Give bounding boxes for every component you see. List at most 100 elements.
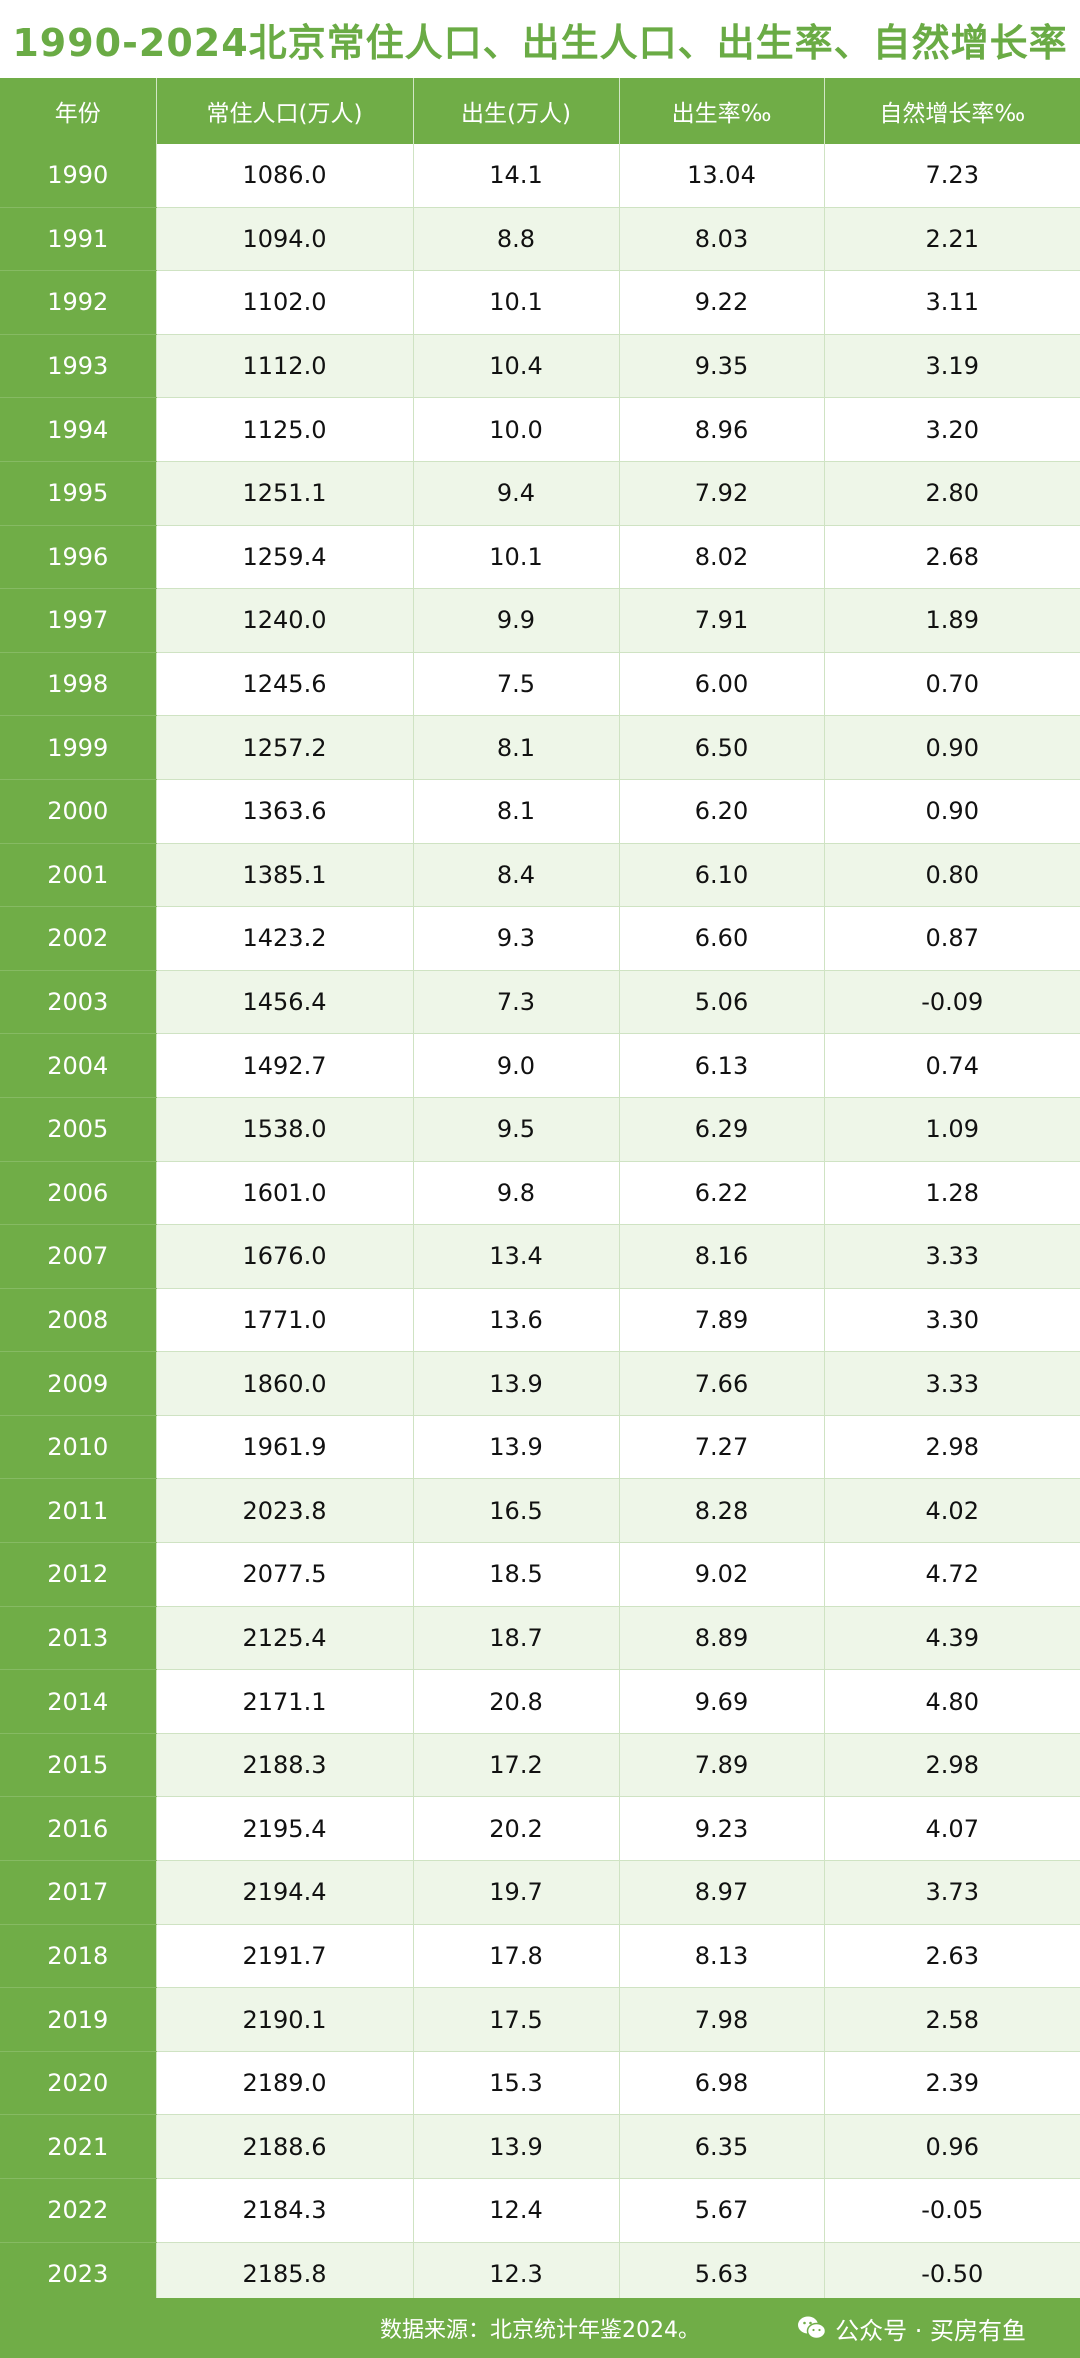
- cell-natural-growth-rate: -0.50: [824, 2242, 1080, 2307]
- cell-natural-growth-rate: 0.90: [824, 715, 1080, 780]
- cell-population: 2184.3: [156, 2178, 414, 2243]
- cell-population: 2188.6: [156, 2114, 414, 2179]
- cell-natural-growth-rate: 2.68: [824, 525, 1080, 590]
- cell-year: 2010: [0, 1415, 157, 1480]
- cell-birth-rate: 5.67: [619, 2178, 825, 2243]
- cell-year: 2001: [0, 843, 157, 908]
- cell-population: 1125.0: [156, 397, 414, 462]
- cell-natural-growth-rate: 3.33: [824, 1224, 1080, 1289]
- cell-birth-rate: 9.22: [619, 270, 825, 335]
- cell-natural-growth-rate: 2.58: [824, 1987, 1080, 2052]
- table-row: 2004 1492.7 9.0 6.13 0.74: [0, 1033, 1080, 1098]
- cell-population: 2171.1: [156, 1669, 414, 1734]
- cell-population: 1245.6: [156, 652, 414, 717]
- cell-natural-growth-rate: 2.98: [824, 1733, 1080, 1798]
- table-row: 2022 2184.3 12.4 5.67 -0.05: [0, 2178, 1080, 2243]
- cell-natural-growth-rate: -0.09: [824, 970, 1080, 1035]
- cell-birth-rate: 8.97: [619, 1860, 825, 1925]
- cell-population: 1112.0: [156, 334, 414, 399]
- table-row: 2003 1456.4 7.3 5.06 -0.09: [0, 970, 1080, 1035]
- cell-births: 18.7: [413, 1606, 620, 1671]
- cell-year: 2000: [0, 779, 157, 844]
- cell-birth-rate: 7.89: [619, 1288, 825, 1353]
- table-row: 2006 1601.0 9.8 6.22 1.28: [0, 1161, 1080, 1226]
- cell-birth-rate: 8.28: [619, 1478, 825, 1544]
- cell-birth-rate: 6.98: [619, 2051, 825, 2116]
- cell-year: 1996: [0, 525, 157, 590]
- table-row: 2020 2189.0 15.3 6.98 2.39: [0, 2051, 1080, 2116]
- cell-birth-rate: 7.27: [619, 1415, 825, 1480]
- cell-births: 7.5: [413, 652, 620, 717]
- cell-natural-growth-rate: 0.96: [824, 2114, 1080, 2179]
- cell-births: 12.4: [413, 2178, 620, 2243]
- cell-births: 17.5: [413, 1987, 620, 2052]
- cell-year: 2021: [0, 2114, 157, 2179]
- cell-year: 1995: [0, 461, 157, 526]
- cell-births: 13.9: [413, 1415, 620, 1480]
- cell-birth-rate: 8.96: [619, 397, 825, 462]
- table-row: 1993 1112.0 10.4 9.35 3.19: [0, 334, 1080, 399]
- cell-birth-rate: 9.02: [619, 1542, 825, 1607]
- cell-natural-growth-rate: 0.70: [824, 652, 1080, 717]
- cell-natural-growth-rate: 7.23: [824, 144, 1080, 208]
- cell-population: 2023.8: [156, 1478, 414, 1544]
- cell-births: 10.1: [413, 525, 620, 590]
- cell-year: 2009: [0, 1351, 157, 1416]
- cell-population: 2191.7: [156, 1924, 414, 1989]
- cell-natural-growth-rate: 0.74: [824, 1033, 1080, 1098]
- cell-year: 2006: [0, 1161, 157, 1226]
- cell-natural-growth-rate: 4.39: [824, 1606, 1080, 1671]
- cell-natural-growth-rate: 3.19: [824, 334, 1080, 399]
- cell-natural-growth-rate: 4.80: [824, 1669, 1080, 1734]
- cell-birth-rate: 6.22: [619, 1161, 825, 1226]
- table-row: 2008 1771.0 13.6 7.89 3.30: [0, 1288, 1080, 1353]
- cell-population: 2195.4: [156, 1796, 414, 1862]
- table-row: 2013 2125.4 18.7 8.89 4.39: [0, 1606, 1080, 1671]
- cell-births: 10.0: [413, 397, 620, 462]
- cell-year: 2002: [0, 906, 157, 971]
- cell-population: 2194.4: [156, 1860, 414, 1925]
- cell-population: 2077.5: [156, 1542, 414, 1607]
- table-row: 2016 2195.4 20.2 9.23 4.07: [0, 1796, 1080, 1862]
- cell-population: 1102.0: [156, 270, 414, 335]
- cell-birth-rate: 7.91: [619, 588, 825, 653]
- cell-births: 18.5: [413, 1542, 620, 1607]
- cell-year: 1992: [0, 270, 157, 335]
- cell-natural-growth-rate: 4.02: [824, 1478, 1080, 1544]
- data-source-note: 数据来源：北京统计年鉴2024。: [380, 2318, 700, 2343]
- cell-birth-rate: 8.03: [619, 207, 825, 272]
- cell-natural-growth-rate: 4.07: [824, 1796, 1080, 1862]
- cell-births: 9.9: [413, 588, 620, 653]
- cell-birth-rate: 5.06: [619, 970, 825, 1035]
- col-header-birth-rate: 出生率‰: [619, 78, 825, 144]
- watermark: 公众号 · 买房有鱼: [797, 2298, 1026, 2358]
- cell-births: 15.3: [413, 2051, 620, 2116]
- table-row: 1992 1102.0 10.1 9.22 3.11: [0, 270, 1080, 335]
- table-row: 2001 1385.1 8.4 6.10 0.80: [0, 843, 1080, 908]
- col-header-births: 出生(万人): [413, 78, 620, 144]
- cell-births: 20.8: [413, 1669, 620, 1734]
- cell-births: 8.1: [413, 779, 620, 844]
- cell-birth-rate: 5.63: [619, 2242, 825, 2307]
- page-title: 1990-2024北京常住人口、出生人口、出生率、自然增长率: [0, 0, 1080, 78]
- table-row: 2014 2171.1 20.8 9.69 4.80: [0, 1669, 1080, 1734]
- cell-population: 1423.2: [156, 906, 414, 971]
- cell-population: 1086.0: [156, 144, 414, 208]
- cell-population: 2189.0: [156, 2051, 414, 2116]
- table-body: 1990 1086.0 14.1 13.04 7.23 1991 1094.0 8.8 8.03…: [0, 144, 1080, 2358]
- cell-birth-rate: 6.50: [619, 715, 825, 780]
- cell-births: 13.6: [413, 1288, 620, 1353]
- table-row: 1990 1086.0 14.1 13.04 7.23: [0, 144, 1080, 208]
- cell-population: 1257.2: [156, 715, 414, 780]
- cell-birth-rate: 6.60: [619, 906, 825, 971]
- cell-natural-growth-rate: 0.87: [824, 906, 1080, 971]
- wechat-icon: [798, 2316, 827, 2340]
- cell-births: 13.4: [413, 1224, 620, 1289]
- cell-year: 1990: [0, 144, 157, 208]
- cell-birth-rate: 13.04: [619, 144, 825, 208]
- cell-births: 9.4: [413, 461, 620, 526]
- cell-births: 17.2: [413, 1733, 620, 1798]
- cell-births: 9.8: [413, 1161, 620, 1226]
- table-row: 2012 2077.5 18.5 9.02 4.72: [0, 1542, 1080, 1607]
- cell-population: 2190.1: [156, 1987, 414, 2052]
